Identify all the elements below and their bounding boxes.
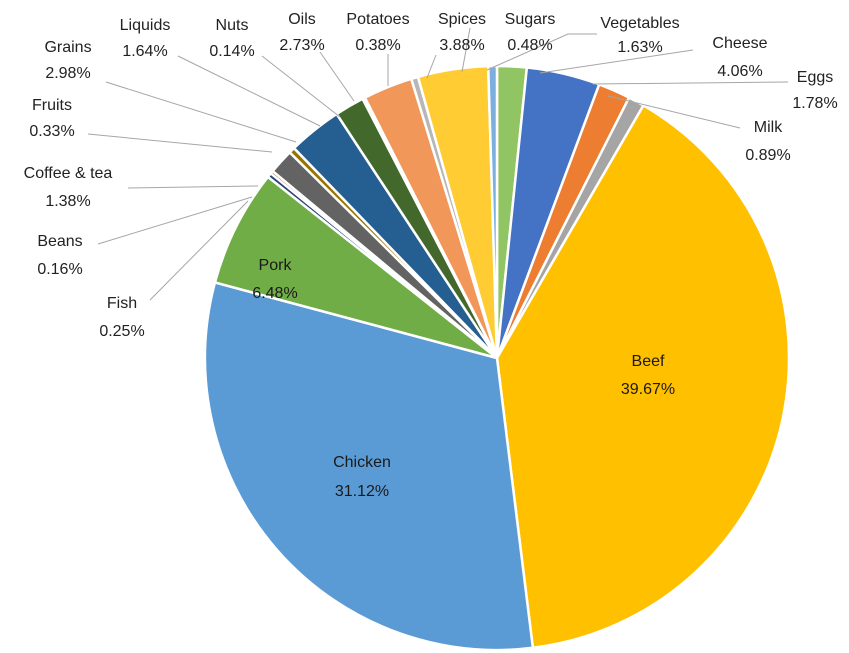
slice-label-name: Potatoes — [346, 11, 409, 28]
slice-label-percent: 2.73% — [279, 37, 324, 54]
slice-label-name: Cheese — [712, 35, 767, 52]
slice-label-percent: 0.33% — [29, 123, 74, 140]
leader-line — [539, 49, 694, 74]
leader-line — [177, 55, 321, 127]
pie-slice-beef — [495, 104, 791, 650]
slice-label-percent: 0.89% — [745, 147, 790, 164]
leader-line — [105, 81, 297, 143]
slice-label-name: Chicken — [333, 454, 391, 471]
slice-label-name: Fish — [107, 295, 137, 312]
slice-label-name: Milk — [754, 119, 783, 136]
leader-lines — [87, 27, 789, 301]
pie-slice-chicken — [203, 281, 535, 652]
slice-label-percent: 6.48% — [252, 285, 297, 302]
slice-label-percent: 0.14% — [209, 43, 254, 60]
slice-label-name: Nuts — [216, 17, 249, 34]
slice-label-percent: 4.06% — [717, 63, 762, 80]
slice-label-name: Liquids — [120, 17, 171, 34]
slice-label-percent: 0.25% — [99, 323, 144, 340]
leader-line — [87, 133, 273, 153]
leader-line — [97, 196, 253, 245]
slice-label-percent: 2.98% — [45, 65, 90, 82]
slice-label-percent: 1.38% — [45, 193, 90, 210]
pie-slices — [203, 64, 791, 652]
slice-label-name: Vegetables — [600, 15, 679, 32]
slice-label-percent: 1.63% — [617, 39, 662, 56]
leader-line — [486, 33, 597, 71]
slice-label-percent: 0.38% — [355, 37, 400, 54]
slice-label-percent: 1.78% — [792, 95, 837, 112]
slice-label-name: Fruits — [32, 97, 72, 114]
slice-label-percent: 1.64% — [122, 43, 167, 60]
slice-label-percent: 0.16% — [37, 261, 82, 278]
slice-label-name: Beans — [37, 233, 82, 250]
leader-line — [426, 54, 437, 79]
slice-label-name: Beef — [632, 353, 665, 370]
slice-label-percent: 0.48% — [507, 37, 552, 54]
slice-label-name: Spices — [438, 11, 486, 28]
leader-line — [149, 200, 249, 301]
leader-line — [607, 95, 741, 129]
slice-label-name: Pork — [259, 257, 293, 274]
slice-label-name: Sugars — [505, 11, 556, 28]
leader-line — [592, 81, 789, 85]
leader-line — [319, 51, 355, 102]
slice-label-name: Oils — [288, 11, 316, 28]
leader-line — [261, 55, 341, 118]
slice-labels: Vegetables 1.63% Cheese 4.06% Eggs 1.78% Milk 0… — [24, 11, 838, 500]
slice-label-name: Eggs — [797, 69, 833, 86]
slice-label-percent: 31.12% — [335, 483, 389, 500]
slice-label-percent: 39.67% — [621, 381, 675, 398]
leader-line — [127, 185, 259, 189]
pie-slice-pork — [213, 175, 499, 360]
slice-label-percent: 3.88% — [439, 37, 484, 54]
slice-label-name: Grains — [44, 39, 91, 56]
leader-line — [461, 27, 471, 73]
slice-label-name: Coffee & tea — [24, 165, 113, 182]
